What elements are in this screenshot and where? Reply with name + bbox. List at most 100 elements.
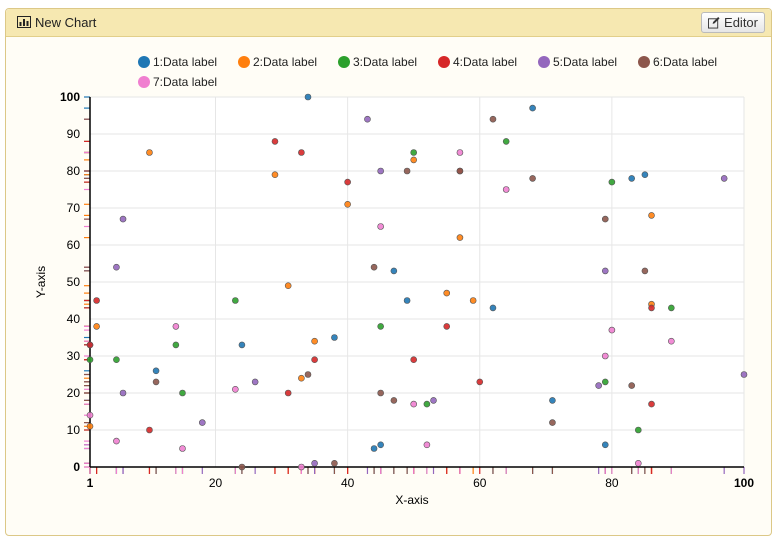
data-point bbox=[311, 337, 318, 345]
data-point bbox=[456, 167, 464, 175]
data-point bbox=[648, 304, 655, 312]
data-point bbox=[635, 459, 642, 467]
data-point bbox=[529, 104, 536, 112]
data-point bbox=[238, 341, 246, 349]
data-point bbox=[311, 459, 318, 467]
y-tick-label: 50 bbox=[67, 275, 81, 289]
data-point bbox=[331, 334, 338, 341]
y-tick-label: 80 bbox=[67, 164, 81, 178]
data-point bbox=[410, 156, 417, 164]
x-tick-label: 60 bbox=[473, 476, 487, 490]
legend-label: 3:Data label bbox=[353, 55, 417, 69]
x-tick-label: 20 bbox=[209, 476, 223, 490]
y-tick-label: 10 bbox=[67, 423, 81, 437]
data-point bbox=[377, 323, 384, 330]
x-tick-label: 80 bbox=[605, 476, 619, 490]
data-point bbox=[601, 215, 609, 223]
y-tick-label: 20 bbox=[67, 386, 81, 400]
legend-swatch bbox=[238, 56, 250, 68]
data-point bbox=[410, 400, 417, 408]
legend-swatch bbox=[438, 56, 450, 68]
bar-chart-icon bbox=[17, 16, 31, 28]
data-point bbox=[377, 441, 384, 449]
legend-swatch bbox=[138, 76, 150, 88]
data-point bbox=[489, 304, 497, 312]
data-point bbox=[668, 304, 675, 312]
data-point bbox=[423, 441, 431, 449]
legend-item: 6:Data label bbox=[638, 55, 717, 69]
panel-title: New Chart bbox=[35, 15, 97, 30]
data-point bbox=[635, 426, 642, 434]
data-point bbox=[331, 459, 338, 467]
data-point bbox=[403, 297, 411, 304]
data-point bbox=[119, 389, 127, 397]
legend-item: 5:Data label bbox=[538, 55, 617, 69]
data-point bbox=[146, 149, 153, 156]
editor-button-label: Editor bbox=[724, 15, 758, 30]
editor-button[interactable]: Editor bbox=[701, 12, 765, 33]
data-point bbox=[232, 297, 239, 304]
data-point bbox=[86, 422, 94, 430]
data-point bbox=[456, 234, 464, 241]
data-point bbox=[86, 341, 94, 349]
legend-label: 6:Data label bbox=[653, 55, 717, 69]
y-axis-label: Y-axis bbox=[34, 266, 48, 298]
data-point bbox=[549, 419, 556, 426]
data-point bbox=[172, 341, 180, 349]
data-point bbox=[410, 356, 417, 364]
x-tick-label: 40 bbox=[341, 476, 355, 490]
data-point bbox=[456, 149, 464, 156]
y-tick-label: 60 bbox=[67, 238, 81, 252]
data-point bbox=[93, 323, 100, 330]
data-point bbox=[370, 263, 378, 271]
data-point bbox=[179, 389, 186, 397]
data-point bbox=[502, 138, 510, 145]
data-point bbox=[403, 167, 411, 175]
data-point bbox=[152, 378, 160, 386]
data-point bbox=[443, 323, 451, 330]
data-point bbox=[601, 352, 609, 360]
data-point bbox=[601, 441, 609, 449]
data-point bbox=[93, 297, 100, 304]
data-point bbox=[740, 371, 748, 378]
data-point bbox=[430, 397, 437, 404]
data-point bbox=[298, 149, 305, 156]
data-point bbox=[113, 356, 120, 364]
data-point bbox=[370, 445, 378, 452]
data-point bbox=[601, 378, 609, 386]
data-point bbox=[410, 149, 417, 156]
legend-swatch bbox=[338, 56, 350, 68]
data-point bbox=[601, 267, 609, 275]
legend-swatch bbox=[538, 56, 550, 68]
legend-item: 2:Data label bbox=[238, 55, 317, 69]
data-point bbox=[304, 371, 312, 378]
data-point bbox=[284, 282, 292, 290]
data-point bbox=[529, 175, 536, 182]
data-point bbox=[648, 400, 655, 408]
data-point bbox=[377, 223, 384, 230]
legend-item: 1:Data label bbox=[138, 55, 217, 69]
legend-label: 4:Data label bbox=[453, 55, 517, 69]
data-point bbox=[423, 400, 431, 408]
data-point bbox=[549, 397, 556, 404]
data-point bbox=[86, 411, 94, 419]
data-point bbox=[469, 297, 477, 304]
data-point bbox=[271, 138, 279, 145]
data-point bbox=[311, 356, 318, 364]
data-point bbox=[284, 389, 292, 397]
data-point bbox=[628, 175, 635, 182]
data-point bbox=[489, 115, 497, 123]
data-point bbox=[344, 201, 351, 208]
y-tick-label: 100 bbox=[60, 90, 80, 104]
data-point bbox=[720, 175, 728, 182]
y-tick-label: 90 bbox=[67, 127, 81, 141]
legend-label: 2:Data label bbox=[253, 55, 317, 69]
data-point bbox=[199, 419, 206, 426]
data-point bbox=[628, 382, 635, 389]
data-point bbox=[377, 167, 384, 175]
y-tick-label: 30 bbox=[67, 349, 81, 363]
data-point bbox=[502, 186, 510, 193]
data-point bbox=[641, 267, 649, 275]
data-point bbox=[443, 289, 451, 297]
legend-label: 7:Data label bbox=[153, 75, 217, 89]
